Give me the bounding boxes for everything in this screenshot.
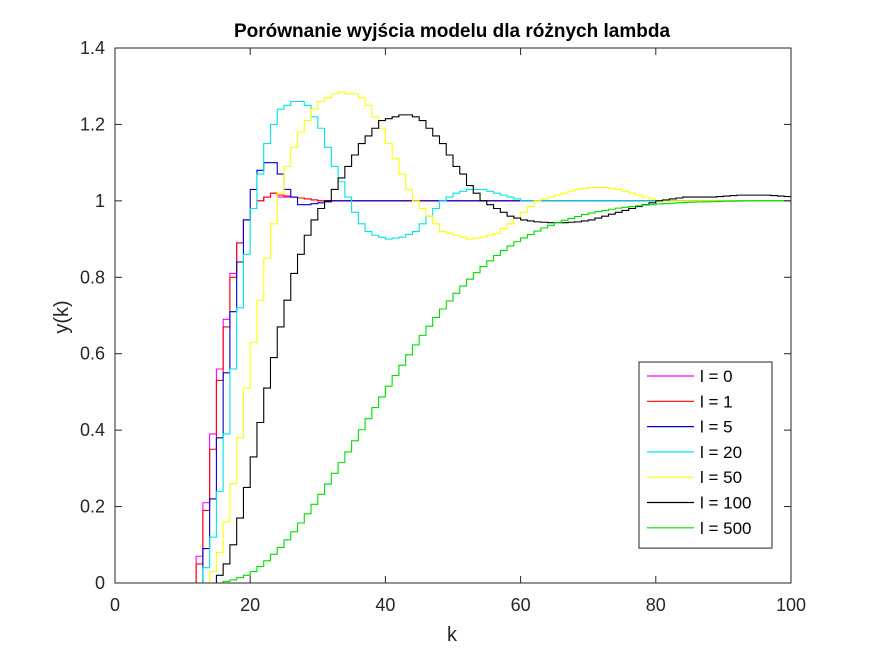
x-tick-label: 40 [375,595,395,615]
y-tick-label: 0.4 [80,420,105,440]
legend-label: l = 1 [700,392,733,411]
axes-box [114,47,792,584]
x-tick-label: 80 [646,595,666,615]
series-line-6 [115,200,791,584]
legend-label: l = 5 [700,418,733,437]
y-tick-label: 1 [95,191,105,211]
legend-label: l = 50 [700,468,742,487]
ticks-layer: 0 20 40 60 80 100 0 0.2 0.4 0.6 0.8 1 1.2 1.4 [80,38,806,615]
y-tick-label: 0.2 [80,497,105,517]
y-tick-label: 1.4 [80,38,105,58]
series-layer [115,91,792,584]
legend-box [638,361,773,549]
legend-label: l = 500 [700,519,752,538]
legend: l = 0 l = 1 l = 5 l = 20 l = 50 l = 100 l = 50… [638,361,773,549]
legend-label: l = 20 [700,443,742,462]
series-line-4 [115,91,791,584]
y-axis-label: y(k) [51,300,73,333]
x-tick-label: 0 [110,595,120,615]
x-tick-label: 20 [240,595,260,615]
y-tick-label: 0 [95,573,105,593]
x-tick-label: 100 [776,595,806,615]
series-line-3 [115,100,791,584]
legend-label: l = 0 [700,367,733,386]
x-tick-label: 60 [511,595,531,615]
y-tick-label: 0.8 [80,267,105,287]
x-axis-label: k [447,624,458,646]
y-tick-label: 0.6 [80,344,105,364]
chart-title: Porównanie wyjścia modelu dla różnych la… [234,21,670,42]
series-line-5 [115,114,792,584]
y-tick-label: 1.2 [80,114,105,134]
legend-label: l = 100 [700,494,752,513]
